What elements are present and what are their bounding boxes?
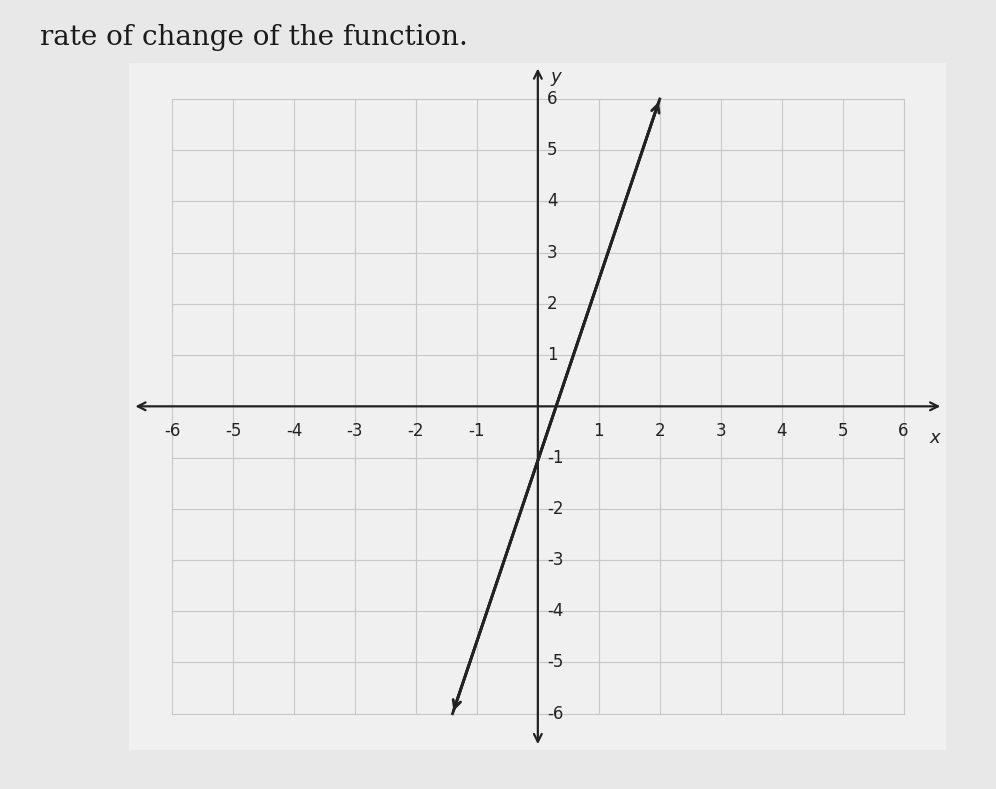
Text: 4: 4 [547, 193, 558, 211]
Text: 5: 5 [838, 421, 848, 439]
Text: -2: -2 [547, 499, 564, 518]
Text: -6: -6 [547, 705, 564, 723]
Text: -1: -1 [469, 421, 485, 439]
Text: -1: -1 [547, 449, 564, 466]
Text: 3: 3 [715, 421, 726, 439]
Text: 4: 4 [777, 421, 787, 439]
Text: 1: 1 [547, 346, 558, 364]
Text: -3: -3 [347, 421, 364, 439]
Text: 1: 1 [594, 421, 605, 439]
Text: 6: 6 [898, 421, 908, 439]
Text: -6: -6 [164, 421, 180, 439]
Text: -5: -5 [225, 421, 241, 439]
Text: 6: 6 [547, 90, 558, 108]
Text: 5: 5 [547, 141, 558, 159]
Text: -2: -2 [407, 421, 424, 439]
Text: 3: 3 [547, 244, 558, 262]
Text: rate of change of the function.: rate of change of the function. [40, 24, 468, 50]
Text: 2: 2 [547, 295, 558, 313]
Text: x: x [929, 429, 940, 447]
Text: -5: -5 [547, 653, 564, 671]
Text: y: y [550, 68, 561, 86]
Text: -4: -4 [547, 602, 564, 620]
Text: -3: -3 [547, 551, 564, 569]
Text: 2: 2 [654, 421, 665, 439]
Text: -4: -4 [286, 421, 302, 439]
